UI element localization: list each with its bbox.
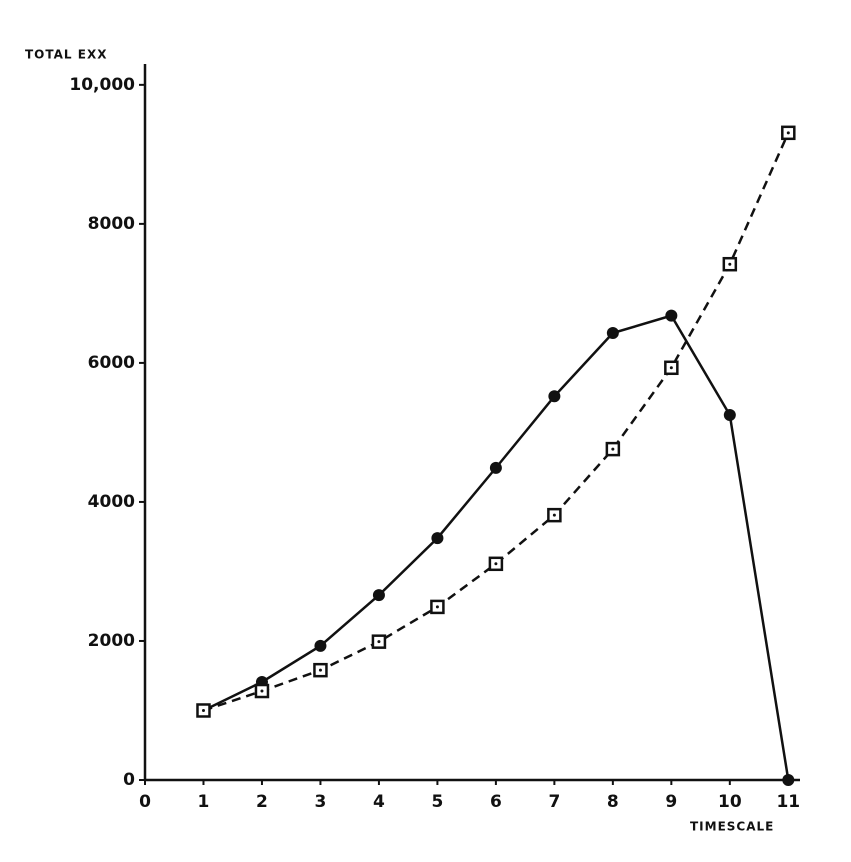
x-tick-label: 8 (607, 792, 619, 812)
y-tick-label: 2000 (88, 631, 135, 651)
x-tick-label: 3 (315, 792, 327, 812)
x-tick-label: 11 (776, 792, 800, 812)
series-line (202, 314, 790, 781)
y-tick-label: 0 (123, 770, 135, 790)
x-tick-label: 9 (665, 792, 677, 812)
y-tick-label: 10,000 (69, 75, 135, 95)
point (548, 390, 561, 403)
x-tick-label: 0 (139, 792, 151, 812)
point-dot (611, 447, 615, 451)
y-tick-label: 8000 (88, 214, 135, 234)
point-dot (260, 689, 264, 693)
series-line (203, 132, 790, 712)
x-tick-label: 1 (198, 792, 210, 812)
x-tick-label: 7 (548, 792, 560, 812)
point (314, 639, 327, 652)
point (431, 532, 444, 545)
point (723, 409, 736, 422)
y-axis-title: TOTAL EXX (25, 48, 107, 62)
point (372, 589, 385, 602)
point-dot (494, 562, 498, 566)
point-dot (552, 513, 556, 517)
y-tick-label: 4000 (88, 492, 135, 512)
x-tick-label: 2 (256, 792, 268, 812)
point-dot (318, 668, 322, 672)
point (665, 309, 678, 322)
x-axis-title: TIMESCALE (690, 820, 774, 834)
point-dot (669, 366, 673, 370)
point-dot (201, 708, 205, 712)
point-dot (786, 131, 790, 135)
point (782, 774, 795, 786)
x-tick-label: 5 (431, 792, 443, 812)
x-tick-label: 6 (490, 792, 502, 812)
point (606, 327, 619, 340)
x-tick-label: 4 (373, 792, 385, 812)
point-dot (728, 262, 732, 266)
point-dot (435, 605, 439, 609)
point-dot (377, 640, 381, 644)
y-tick-label: 6000 (88, 353, 135, 373)
point (489, 461, 502, 474)
x-tick-label: 10 (718, 792, 742, 812)
